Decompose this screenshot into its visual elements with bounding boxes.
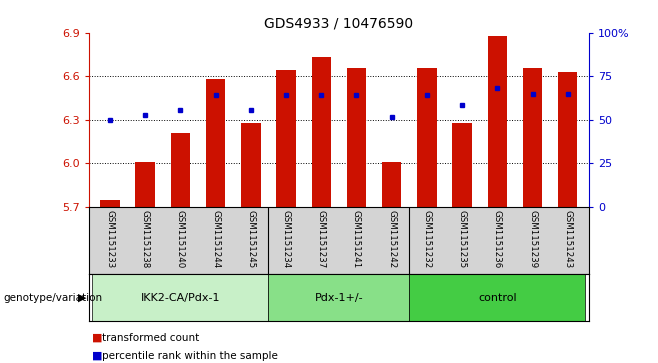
Bar bbox=[523, 68, 542, 207]
Bar bbox=[276, 70, 295, 207]
Text: genotype/variation: genotype/variation bbox=[3, 293, 103, 303]
Text: GSM1151241: GSM1151241 bbox=[352, 210, 361, 269]
Text: transformed count: transformed count bbox=[102, 333, 199, 343]
Bar bbox=[136, 162, 155, 207]
Text: GSM1151242: GSM1151242 bbox=[387, 210, 396, 269]
Text: GSM1151234: GSM1151234 bbox=[282, 210, 291, 269]
Text: GSM1151236: GSM1151236 bbox=[493, 210, 502, 269]
Text: GDS4933 / 10476590: GDS4933 / 10476590 bbox=[265, 16, 413, 30]
Bar bbox=[409, 274, 586, 321]
Bar bbox=[382, 162, 401, 207]
Text: GSM1151240: GSM1151240 bbox=[176, 210, 185, 269]
Bar bbox=[488, 36, 507, 207]
Bar bbox=[206, 79, 225, 207]
Bar bbox=[558, 72, 578, 207]
Bar bbox=[347, 68, 366, 207]
Bar bbox=[312, 57, 331, 207]
Text: GSM1151238: GSM1151238 bbox=[141, 210, 149, 269]
Text: control: control bbox=[478, 293, 517, 303]
Bar bbox=[241, 123, 261, 207]
Text: Pdx-1+/-: Pdx-1+/- bbox=[315, 293, 363, 303]
Text: GSM1151232: GSM1151232 bbox=[422, 210, 432, 269]
Bar bbox=[417, 68, 437, 207]
Text: percentile rank within the sample: percentile rank within the sample bbox=[102, 351, 278, 361]
Text: ▶: ▶ bbox=[78, 293, 86, 303]
Text: GSM1151245: GSM1151245 bbox=[246, 210, 255, 269]
Text: GSM1151237: GSM1151237 bbox=[316, 210, 326, 269]
Text: GSM1151235: GSM1151235 bbox=[457, 210, 467, 269]
Text: GSM1151239: GSM1151239 bbox=[528, 210, 537, 268]
Text: GSM1151243: GSM1151243 bbox=[563, 210, 572, 269]
Bar bbox=[92, 274, 268, 321]
Bar bbox=[453, 123, 472, 207]
Text: GSM1151244: GSM1151244 bbox=[211, 210, 220, 269]
Text: ■: ■ bbox=[92, 333, 103, 343]
Bar bbox=[268, 274, 409, 321]
Text: ■: ■ bbox=[92, 351, 103, 361]
Bar bbox=[170, 133, 190, 207]
Text: IKK2-CA/Pdx-1: IKK2-CA/Pdx-1 bbox=[141, 293, 220, 303]
Text: GSM1151233: GSM1151233 bbox=[105, 210, 114, 269]
Bar bbox=[100, 200, 120, 207]
